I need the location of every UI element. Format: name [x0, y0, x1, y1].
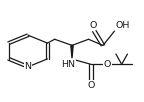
- Text: N: N: [25, 62, 32, 71]
- Polygon shape: [71, 45, 73, 58]
- Text: O: O: [87, 81, 94, 90]
- Text: OH: OH: [115, 21, 130, 30]
- Text: O: O: [104, 60, 111, 69]
- Text: O: O: [90, 21, 97, 30]
- Text: HN: HN: [61, 60, 75, 69]
